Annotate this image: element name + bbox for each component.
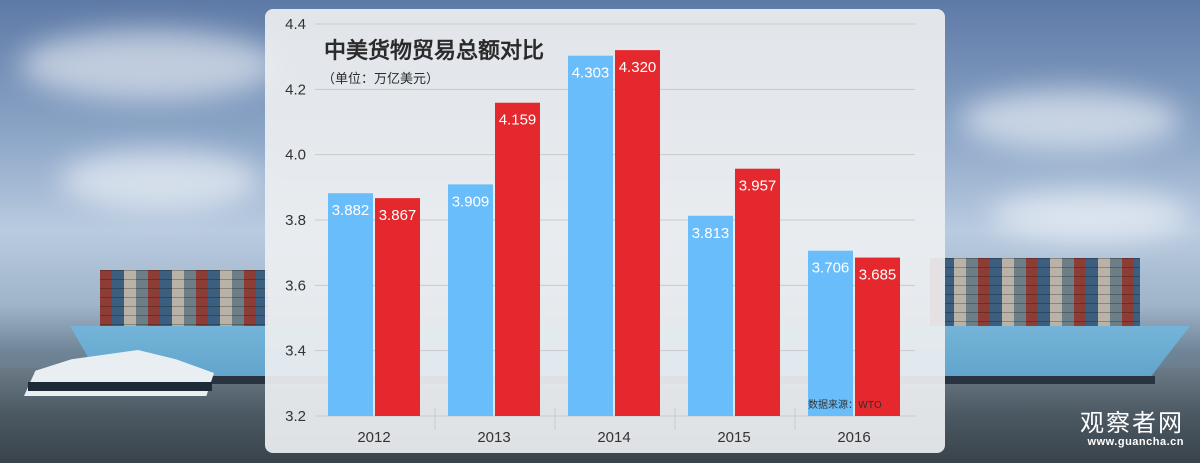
data-label-2012-series-1: 3.882	[332, 202, 370, 219]
y-tick-label: 4.4	[285, 16, 306, 33]
x-tick-label: 2012	[357, 429, 390, 446]
chart-subtitle: （单位：万亿美元）	[322, 72, 439, 87]
ship-containers	[930, 258, 1140, 326]
data-label-2016-series-2: 3.685	[859, 267, 897, 284]
data-labels: 3.882 3.867 3.909 4.159 4.303 4.320 3.813 3.957…	[332, 59, 897, 283]
data-label-2013-series-2: 4.159	[499, 112, 537, 129]
bar-2016-series-1	[808, 250, 853, 416]
data-label-2016-series-1: 3.706	[812, 260, 850, 277]
bars	[328, 50, 900, 417]
data-source: 数据来源：WTO	[808, 398, 882, 411]
ferry-boat-stripe	[28, 382, 212, 391]
x-tick-label: 2015	[717, 429, 750, 446]
y-tick-label: 4.2	[285, 81, 306, 98]
x-tick-label: 2014	[597, 429, 630, 446]
y-tick-label: 3.4	[285, 343, 306, 360]
x-tick-label: 2016	[837, 429, 870, 446]
bar-2012-series-1	[328, 193, 373, 416]
axis-ticks: 3.2 3.4 3.6 3.8 4.0 4.2 4.4 2012 2013 2014 2015 201…	[285, 16, 871, 446]
bar-2014-series-2	[615, 50, 660, 417]
ship-containers	[100, 270, 270, 326]
cloud	[20, 30, 280, 100]
data-label-2015-series-2: 3.957	[739, 178, 777, 195]
cloud	[990, 190, 1190, 240]
bar-2014-series-1	[568, 55, 613, 416]
x-tick-label: 2013	[477, 429, 510, 446]
data-label-2014-series-2: 4.320	[619, 59, 657, 76]
cloud	[960, 90, 1180, 150]
y-tick-label: 3.6	[285, 277, 306, 294]
y-tick-label: 3.8	[285, 212, 306, 229]
data-label-2014-series-1: 4.303	[572, 65, 610, 82]
data-label-2012-series-2: 3.867	[379, 207, 417, 224]
data-label-2013-series-1: 3.909	[452, 193, 490, 210]
bar-2012-series-2	[375, 198, 420, 416]
bar-2015-series-1	[688, 215, 733, 416]
data-label-2015-series-1: 3.813	[692, 225, 730, 242]
y-tick-label: 4.0	[285, 147, 306, 164]
bar-2013-series-1	[448, 184, 493, 416]
bar-2015-series-2	[735, 168, 780, 416]
bar-2016-series-2	[855, 257, 900, 416]
chart-title: 中美货物贸易总额对比	[324, 38, 544, 64]
watermark-name: 观察者网	[1080, 409, 1184, 437]
y-tick-label: 3.2	[285, 408, 306, 425]
watermark: 观察者网 www.guancha.cn	[1080, 410, 1184, 448]
watermark-url: www.guancha.cn	[1087, 436, 1184, 448]
bar-2013-series-2	[495, 102, 540, 416]
cloud	[60, 150, 260, 210]
